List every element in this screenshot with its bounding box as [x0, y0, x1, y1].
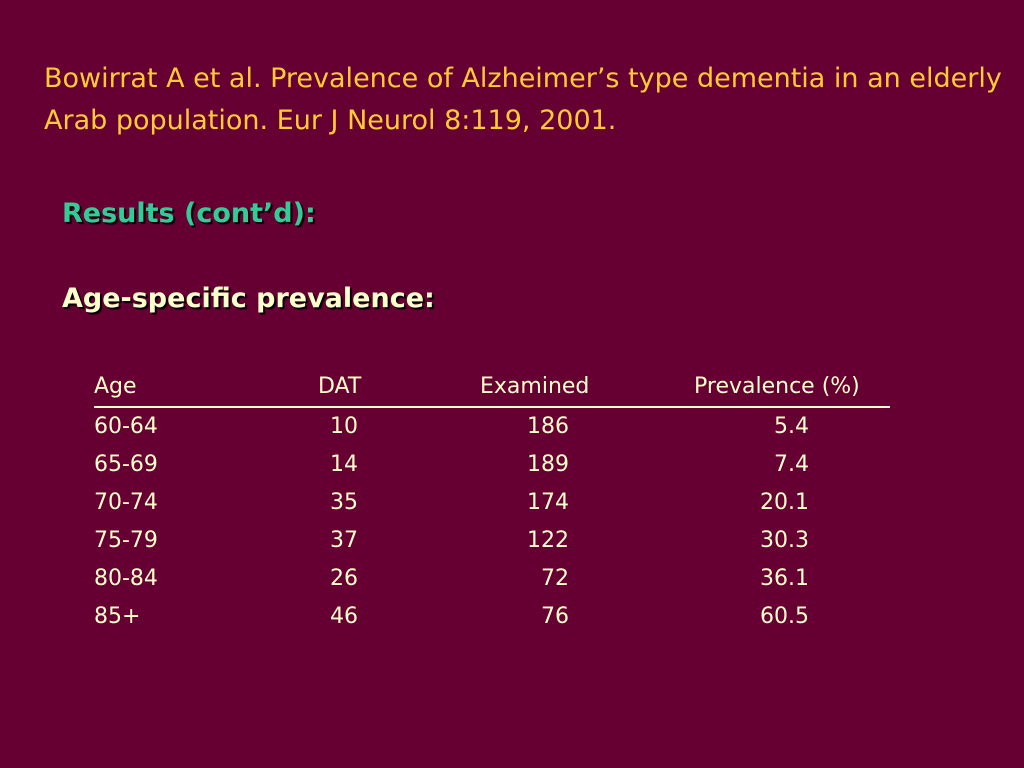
cell-dat: 35 — [330, 490, 358, 515]
table-body: 60-64 10 186 5.4 65-69 14 189 7.4 70-74 … — [94, 412, 890, 640]
table-row: 75-79 37 122 30.3 — [94, 526, 890, 564]
cell-dat: 46 — [330, 604, 358, 629]
cell-age: 80-84 — [94, 566, 158, 591]
table-header-row: Age DAT Examined Prevalence (%) — [94, 372, 890, 408]
header-prevalence: Prevalence (%) — [694, 374, 860, 399]
cell-examined: 186 — [527, 414, 569, 439]
cell-age: 85+ — [94, 604, 141, 629]
cell-dat: 37 — [330, 528, 358, 553]
cell-examined: 76 — [541, 604, 569, 629]
cell-age: 65-69 — [94, 452, 158, 477]
header-age: Age — [94, 374, 137, 399]
table-row: 80-84 26 72 36.1 — [94, 564, 890, 602]
table-row: 70-74 35 174 20.1 — [94, 488, 890, 526]
cell-prevalence: 30.3 — [760, 528, 809, 553]
cell-prevalence: 36.1 — [760, 566, 809, 591]
cell-dat: 10 — [330, 414, 358, 439]
cell-age: 75-79 — [94, 528, 158, 553]
cell-age: 60-64 — [94, 414, 158, 439]
results-heading: Results (cont’d): — [62, 198, 316, 229]
header-examined: Examined — [480, 374, 590, 399]
table-row: 60-64 10 186 5.4 — [94, 412, 890, 450]
cell-prevalence: 60.5 — [760, 604, 809, 629]
cell-examined: 72 — [541, 566, 569, 591]
cell-examined: 174 — [527, 490, 569, 515]
cell-dat: 14 — [330, 452, 358, 477]
citation: Bowirrat A et al. Prevalence of Alzheime… — [44, 63, 1002, 136]
age-specific-prevalence-heading: Age-specific prevalence: — [62, 283, 435, 314]
cell-age: 70-74 — [94, 490, 158, 515]
cell-dat: 26 — [330, 566, 358, 591]
cell-examined: 189 — [527, 452, 569, 477]
cell-prevalence: 20.1 — [760, 490, 809, 515]
table-row: 85+ 46 76 60.5 — [94, 602, 890, 640]
prevalence-table: Age DAT Examined Prevalence (%) 60-64 10… — [94, 372, 890, 640]
cell-prevalence: 7.4 — [774, 452, 809, 477]
table-row: 65-69 14 189 7.4 — [94, 450, 890, 488]
cell-prevalence: 5.4 — [774, 414, 809, 439]
cell-examined: 122 — [527, 528, 569, 553]
header-dat: DAT — [318, 374, 362, 399]
